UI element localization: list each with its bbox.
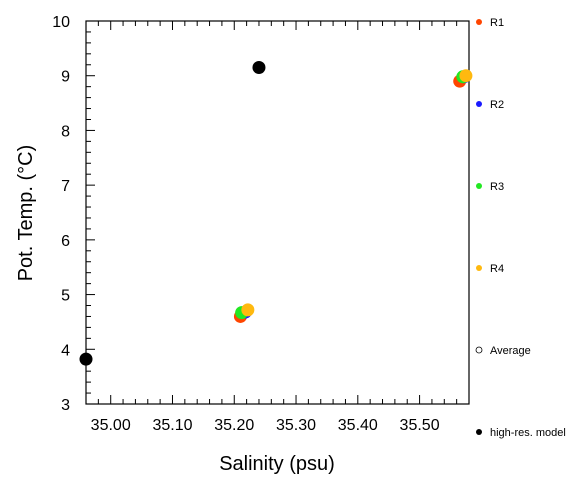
legend-marker-high-res-model	[476, 429, 482, 435]
y-tick-label: 8	[61, 123, 70, 140]
legend-label-r4: R4	[490, 263, 504, 275]
y-tick-label: 7	[61, 178, 70, 195]
legend-label-high-res-model: high-res. model	[490, 427, 566, 439]
y-tick-label: 6	[61, 233, 70, 250]
x-tick-label: 35.40	[338, 417, 378, 434]
legend-label-average: Average	[490, 345, 531, 357]
data-point-r4	[459, 69, 473, 83]
legend-marker-r3	[476, 183, 482, 189]
x-axis-title: Salinity (psu)	[219, 453, 335, 475]
y-tick-label: 9	[61, 69, 70, 86]
x-tick-label: 35.50	[400, 417, 440, 434]
legend-label-r1: R1	[490, 17, 504, 29]
legend-label-r2: R2	[490, 99, 504, 111]
x-tick-label: 35.10	[152, 417, 192, 434]
y-tick-label: 5	[61, 288, 70, 305]
legend-marker-r1	[476, 19, 482, 25]
legend-marker-r4	[476, 265, 482, 271]
y-tick-label: 3	[61, 397, 70, 414]
y-tick-label: 4	[61, 342, 70, 359]
y-tick-label: 10	[52, 14, 70, 31]
x-tick-label: 35.00	[91, 417, 131, 434]
legend-marker-r2	[476, 101, 482, 107]
x-tick-label: 35.20	[214, 417, 254, 434]
data-point-high-res-model	[79, 352, 93, 366]
legend-marker-average	[475, 346, 483, 354]
plot-frame	[85, 20, 470, 405]
y-axis-title: Pot. Temp. (°C)	[15, 145, 37, 282]
legend-label-r3: R3	[490, 181, 504, 193]
legend: R1 R2 R3 R4 Average high-res. model	[475, 17, 566, 439]
x-tick-label: 35.30	[276, 417, 316, 434]
data-point-r4	[241, 303, 255, 317]
data-point-high-res-model	[252, 61, 266, 75]
